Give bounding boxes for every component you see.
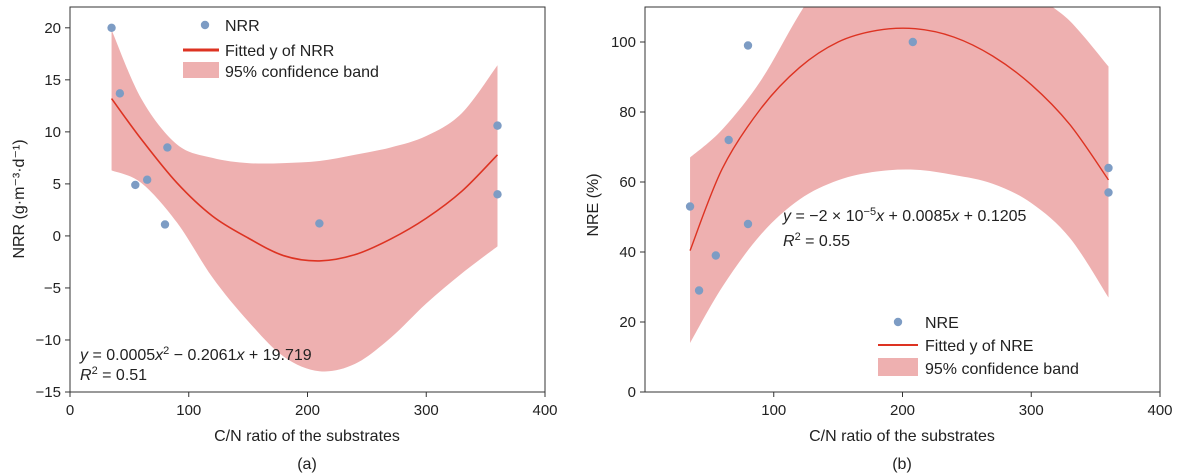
- r-squared-a: R2 = 0.51: [80, 365, 147, 384]
- x-tick-label: 0: [66, 402, 74, 419]
- r2-a-part: R: [80, 367, 92, 384]
- data-point: [743, 41, 753, 50]
- y-axis-label-b: NRE (%): [585, 173, 602, 236]
- fit-curve-nre: [689, 27, 1110, 251]
- y-tick-label: 40: [619, 244, 636, 261]
- data-point: [1104, 188, 1113, 197]
- eq-a-part: x: [235, 347, 245, 364]
- eq-a-part: x: [154, 347, 164, 364]
- x-tick-label: 300: [1019, 402, 1044, 419]
- data-point: [131, 180, 140, 190]
- equation-b: y = −2 × 10−5x + 0.0085x + 0.1205: [782, 206, 1027, 225]
- eq-a-part: y: [79, 347, 89, 364]
- fit-curve-nrr: [110, 98, 499, 262]
- x-tick-label: 200: [295, 402, 320, 419]
- confidence-band-nre: [690, 7, 1109, 343]
- data-point: [743, 219, 753, 229]
- eq-b-part: x: [875, 208, 885, 225]
- y-tick-label: 20: [44, 20, 61, 37]
- r-squared-b: R2 = 0.55: [783, 231, 850, 250]
- eq-a-exp: 2: [163, 345, 169, 357]
- legend-marker-nre: [893, 317, 903, 327]
- legend-label-band-nrr: 95% confidence band: [225, 64, 379, 81]
- x-axis-label-a: C/N ratio of the substrates: [214, 428, 400, 445]
- y-tick-label: 15: [44, 72, 61, 89]
- legend-label-band-nre: 95% confidence band: [925, 361, 1079, 378]
- x-ticks-a: 0 100 200 300 400: [66, 392, 558, 419]
- panel-a: −15 −10 −5 0 5 10 15 20 0 100 200 300 400 C/N ratio…: [11, 6, 558, 473]
- data-point: [685, 202, 695, 211]
- r2-a-exp: 2: [92, 365, 98, 377]
- legend-label-nrr: NRR: [225, 18, 260, 35]
- data-point: [908, 37, 917, 47]
- x-ticks-b: 100 200 300 400: [761, 392, 1173, 419]
- eq-b-part: = −2 × 10: [791, 208, 864, 225]
- y-tick-label: 20: [619, 314, 636, 331]
- data-point: [711, 251, 721, 260]
- eq-b-part: y: [782, 208, 792, 225]
- y-tick-label: 0: [53, 228, 61, 245]
- data-point: [493, 190, 502, 199]
- x-tick-label: 100: [761, 402, 786, 419]
- legend-label-fit-nre: Fitted y of NRE: [925, 338, 1033, 355]
- legend-swatch-band-nrr: [183, 62, 219, 78]
- x-tick-label: 200: [890, 402, 915, 419]
- legend-swatch-band-nre: [878, 358, 918, 376]
- data-point: [1104, 163, 1113, 173]
- eq-b-part: + 0.0085: [884, 208, 951, 225]
- r2-b-part: = 0.55: [801, 233, 850, 250]
- panel-b: 0 20 40 60 80 100 100 200 300 400 C/N ratio of t…: [585, 6, 1173, 473]
- points-nre: [685, 37, 1113, 295]
- y-tick-label: 0: [628, 384, 636, 401]
- eq-a-part: + 19.719: [244, 347, 311, 364]
- data-point: [163, 143, 172, 152]
- r2-a-part: = 0.51: [98, 367, 147, 384]
- panel-label-b: (b): [892, 456, 912, 473]
- data-point: [115, 89, 125, 98]
- y-tick-label: −15: [36, 384, 61, 401]
- data-point: [107, 23, 116, 33]
- x-tick-label: 100: [176, 402, 201, 419]
- data-point: [160, 220, 170, 229]
- y-tick-label: 5: [53, 176, 61, 193]
- legend-label-nre: NRE: [925, 315, 959, 332]
- y-tick-label: 80: [619, 104, 636, 121]
- x-tick-label: 400: [1147, 402, 1172, 419]
- points-nrr: [107, 23, 502, 229]
- data-point: [315, 219, 324, 228]
- y-tick-label: 100: [611, 34, 636, 51]
- eq-a-part: = 0.0005: [88, 347, 155, 364]
- eq-a-part: − 0.2061: [169, 347, 236, 364]
- x-tick-label: 400: [532, 402, 557, 419]
- legend-label-fit-nrr: Fitted y of NRR: [225, 43, 334, 60]
- r2-b-part: R: [783, 233, 795, 250]
- y-ticks-b: 0 20 40 60 80 100: [611, 34, 645, 401]
- panel-label-a: (a): [297, 456, 317, 473]
- confidence-band-nrr: [111, 29, 498, 372]
- legend-b: NRE Fitted y of NRE 95% confidence band: [878, 315, 1079, 378]
- data-point: [724, 135, 733, 145]
- x-axis-label-b: C/N ratio of the substrates: [809, 428, 995, 445]
- y-tick-label: 10: [44, 124, 61, 141]
- r2-b-exp: 2: [795, 231, 801, 243]
- y-tick-label: −10: [36, 332, 61, 349]
- y-ticks-a: −15 −10 −5 0 5 10 15 20: [36, 20, 70, 401]
- y-tick-label: −5: [44, 280, 61, 297]
- x-tick-label: 300: [414, 402, 439, 419]
- eq-b-part: x: [950, 208, 960, 225]
- legend-marker-nrr: [200, 20, 210, 30]
- y-tick-label: 60: [619, 174, 636, 191]
- data-point: [493, 121, 502, 130]
- eq-b-exp: −5: [864, 206, 877, 218]
- eq-b-part: + 0.1205: [959, 208, 1026, 225]
- equation-a: y = 0.0005x2 − 0.2061x + 19.719: [79, 345, 312, 364]
- legend-a: NRR Fitted y of NRR 95% confidence band: [183, 18, 379, 81]
- data-point: [142, 175, 152, 184]
- data-point: [694, 286, 704, 295]
- y-axis-label-a: NRR (g·m⁻³·d⁻¹): [11, 139, 28, 258]
